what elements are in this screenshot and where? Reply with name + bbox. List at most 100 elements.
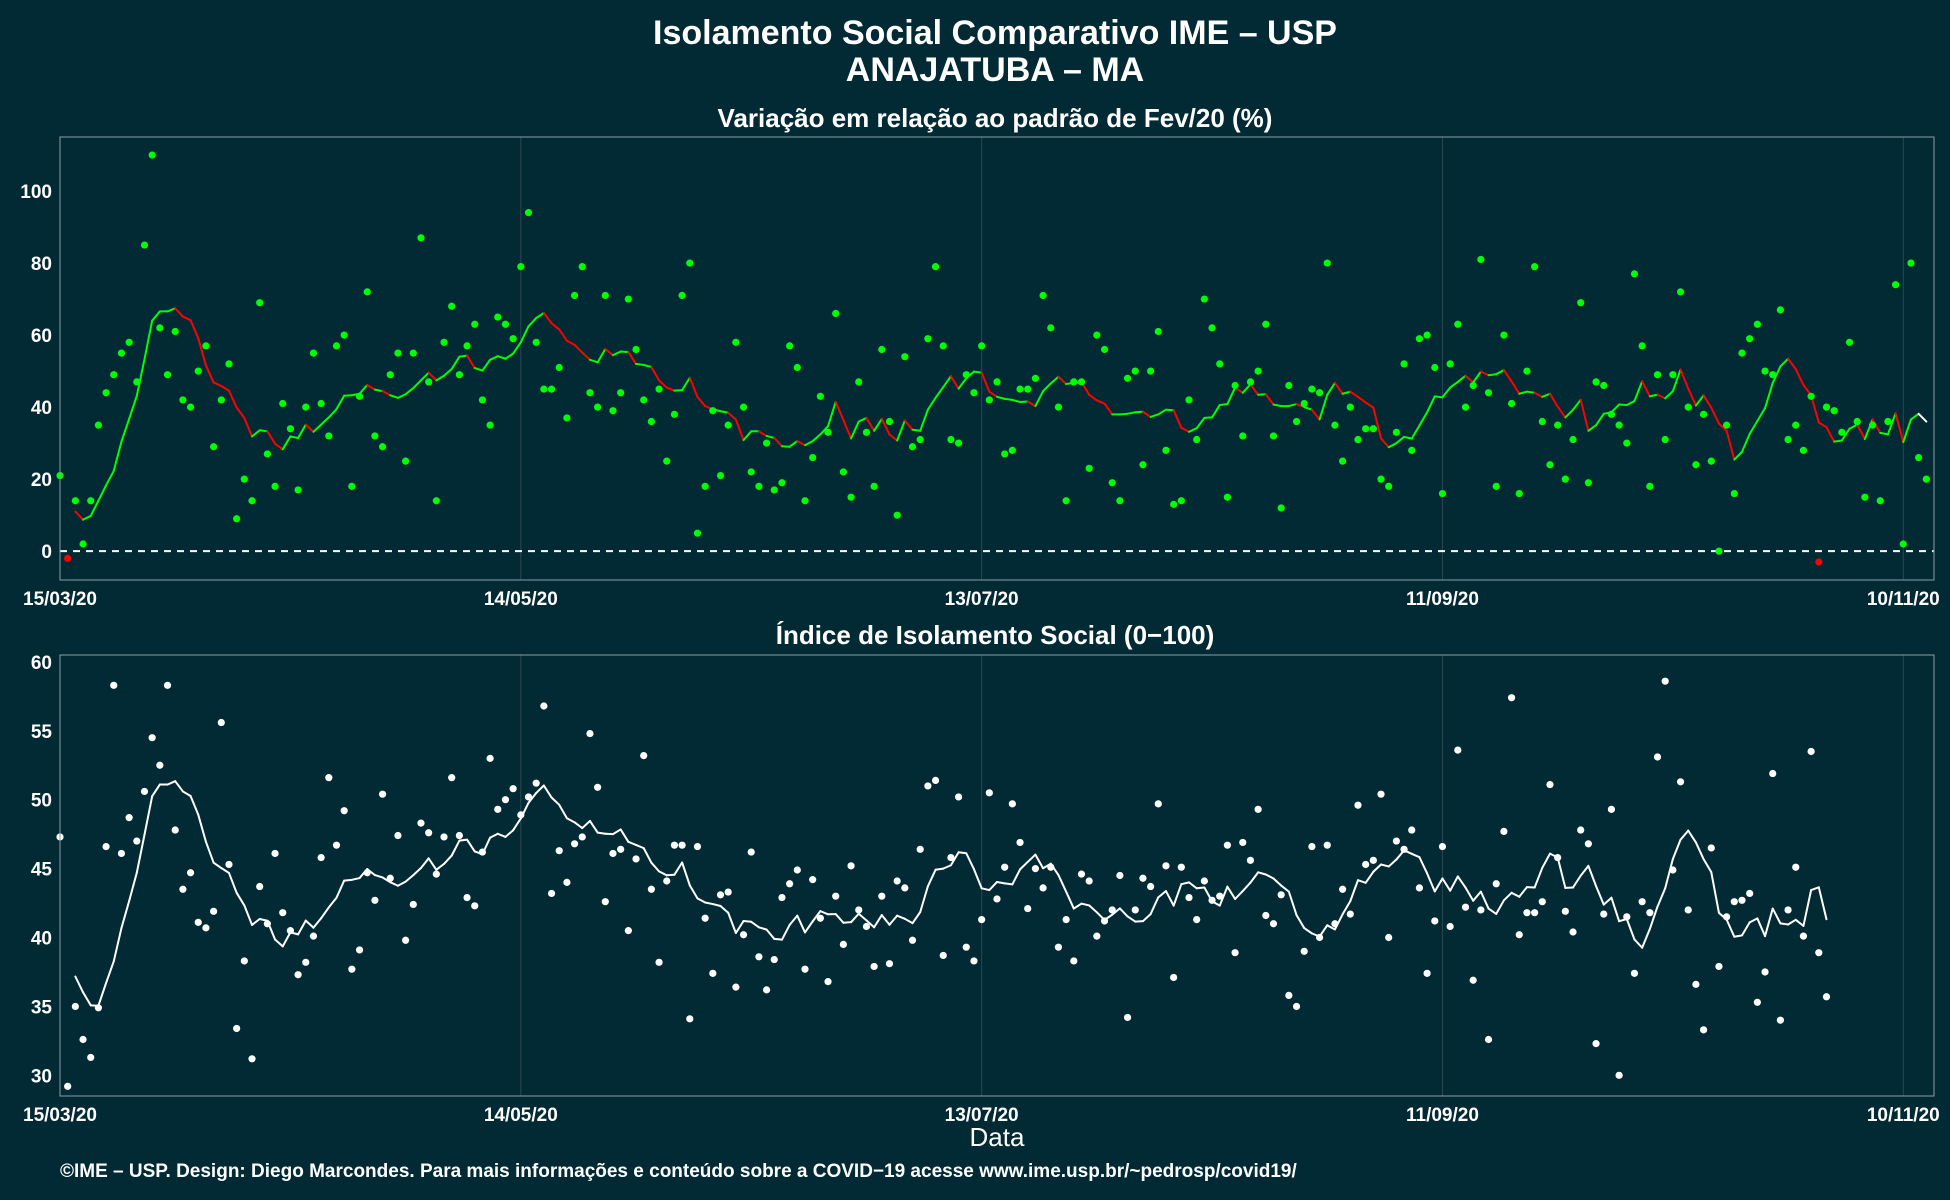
data-point bbox=[240, 475, 248, 483]
moving-average-segment bbox=[681, 861, 691, 887]
moving-average-segment bbox=[619, 828, 630, 843]
moving-average-segment bbox=[297, 423, 307, 439]
data-point bbox=[1715, 547, 1723, 555]
data-point bbox=[448, 774, 456, 782]
moving-average-segment bbox=[742, 919, 753, 923]
data-point bbox=[632, 855, 640, 863]
moving-average-segment bbox=[665, 386, 676, 392]
data-point bbox=[1492, 482, 1500, 490]
data-point bbox=[1016, 838, 1024, 847]
data-point bbox=[1170, 500, 1178, 508]
data-point bbox=[1638, 342, 1646, 350]
moving-average-segment bbox=[1318, 393, 1329, 421]
moving-average-segment bbox=[1487, 373, 1498, 377]
data-point bbox=[317, 399, 325, 408]
data-point bbox=[947, 435, 955, 444]
data-point bbox=[678, 291, 686, 300]
x-tick-label: 13/07/20 bbox=[945, 589, 1019, 610]
data-point bbox=[624, 295, 632, 303]
moving-average-segment bbox=[327, 408, 338, 419]
moving-average-segment bbox=[1541, 392, 1551, 398]
moving-average-segment bbox=[727, 911, 737, 934]
data-point bbox=[1231, 949, 1239, 957]
data-point bbox=[916, 845, 924, 853]
moving-average-segment bbox=[373, 388, 384, 393]
moving-average-segment bbox=[911, 428, 922, 432]
data-point bbox=[286, 425, 295, 433]
moving-average-segment bbox=[135, 358, 146, 397]
moving-average-segment bbox=[1019, 400, 1029, 403]
moving-average-segment bbox=[504, 829, 515, 838]
data-point bbox=[248, 1055, 256, 1063]
moving-average-segment bbox=[573, 343, 584, 354]
moving-average-segment bbox=[1740, 921, 1751, 937]
data-point bbox=[1369, 856, 1377, 864]
moving-average-segment bbox=[1825, 426, 1836, 443]
data-point bbox=[463, 893, 471, 902]
moving-average-segment bbox=[1188, 881, 1198, 890]
panel-frame bbox=[59, 136, 1935, 581]
moving-average-segment bbox=[251, 429, 261, 438]
data-point bbox=[1569, 928, 1577, 936]
moving-average-segment bbox=[896, 419, 906, 442]
moving-average-segment bbox=[1011, 398, 1022, 403]
moving-average-segment bbox=[435, 374, 446, 382]
moving-average-segment bbox=[320, 416, 330, 426]
data-point bbox=[348, 965, 356, 973]
moving-average-segment bbox=[504, 352, 515, 360]
moving-average-segment bbox=[842, 921, 853, 924]
data-point bbox=[409, 349, 417, 357]
data-point bbox=[1431, 363, 1439, 372]
moving-average-segment bbox=[996, 880, 1006, 885]
moving-average-segment bbox=[1103, 402, 1114, 416]
data-point bbox=[801, 965, 809, 973]
data-point bbox=[1484, 1035, 1493, 1044]
moving-average-segment bbox=[1802, 889, 1813, 927]
data-point bbox=[248, 497, 256, 505]
moving-average-segment bbox=[1234, 890, 1244, 900]
data-point bbox=[1093, 932, 1101, 940]
moving-average-segment bbox=[588, 358, 599, 364]
moving-average-segment bbox=[227, 389, 238, 409]
data-point bbox=[263, 920, 271, 928]
moving-average-segment bbox=[496, 355, 507, 360]
moving-average-segment bbox=[650, 861, 661, 873]
data-point bbox=[317, 853, 325, 862]
moving-average-segment bbox=[581, 351, 591, 361]
data-point bbox=[724, 421, 732, 429]
data-point bbox=[563, 414, 571, 422]
moving-average-segment bbox=[658, 379, 668, 389]
data-point bbox=[256, 882, 264, 891]
data-point bbox=[448, 302, 456, 310]
moving-average-segment bbox=[128, 394, 138, 420]
data-point bbox=[71, 1002, 79, 1011]
moving-average-segment bbox=[1502, 891, 1513, 902]
moving-average-segment bbox=[496, 832, 507, 838]
moving-average-segment bbox=[1817, 421, 1828, 429]
moving-average-segment bbox=[1717, 422, 1728, 432]
moving-average-segment bbox=[780, 445, 791, 448]
data-point bbox=[163, 371, 172, 379]
data-point bbox=[540, 702, 548, 710]
moving-average-segment bbox=[581, 819, 591, 830]
data-point bbox=[839, 468, 847, 476]
data-point bbox=[1369, 425, 1377, 433]
top-panel: 0 20 40 60 80 100 15/03/20 14/05/20 13/07/20 11/0… bbox=[20, 136, 1940, 610]
data-point bbox=[409, 900, 417, 909]
data-point bbox=[1077, 378, 1086, 386]
moving-average-segment bbox=[1633, 380, 1644, 402]
moving-average-segment bbox=[343, 394, 353, 397]
moving-average-segment bbox=[458, 354, 469, 358]
data-point bbox=[1139, 461, 1147, 469]
moving-average-segment bbox=[174, 307, 184, 318]
moving-average-segment bbox=[819, 910, 830, 916]
moving-average-segment bbox=[1648, 905, 1659, 931]
data-point bbox=[1239, 838, 1247, 847]
moving-average-segment bbox=[1011, 868, 1022, 886]
moving-average-segment bbox=[1579, 398, 1590, 432]
y-tick-label: 80 bbox=[31, 254, 52, 275]
data-point bbox=[1753, 998, 1761, 1006]
moving-average-segment bbox=[865, 416, 876, 432]
data-point bbox=[1162, 446, 1170, 454]
data-point bbox=[1231, 381, 1239, 390]
